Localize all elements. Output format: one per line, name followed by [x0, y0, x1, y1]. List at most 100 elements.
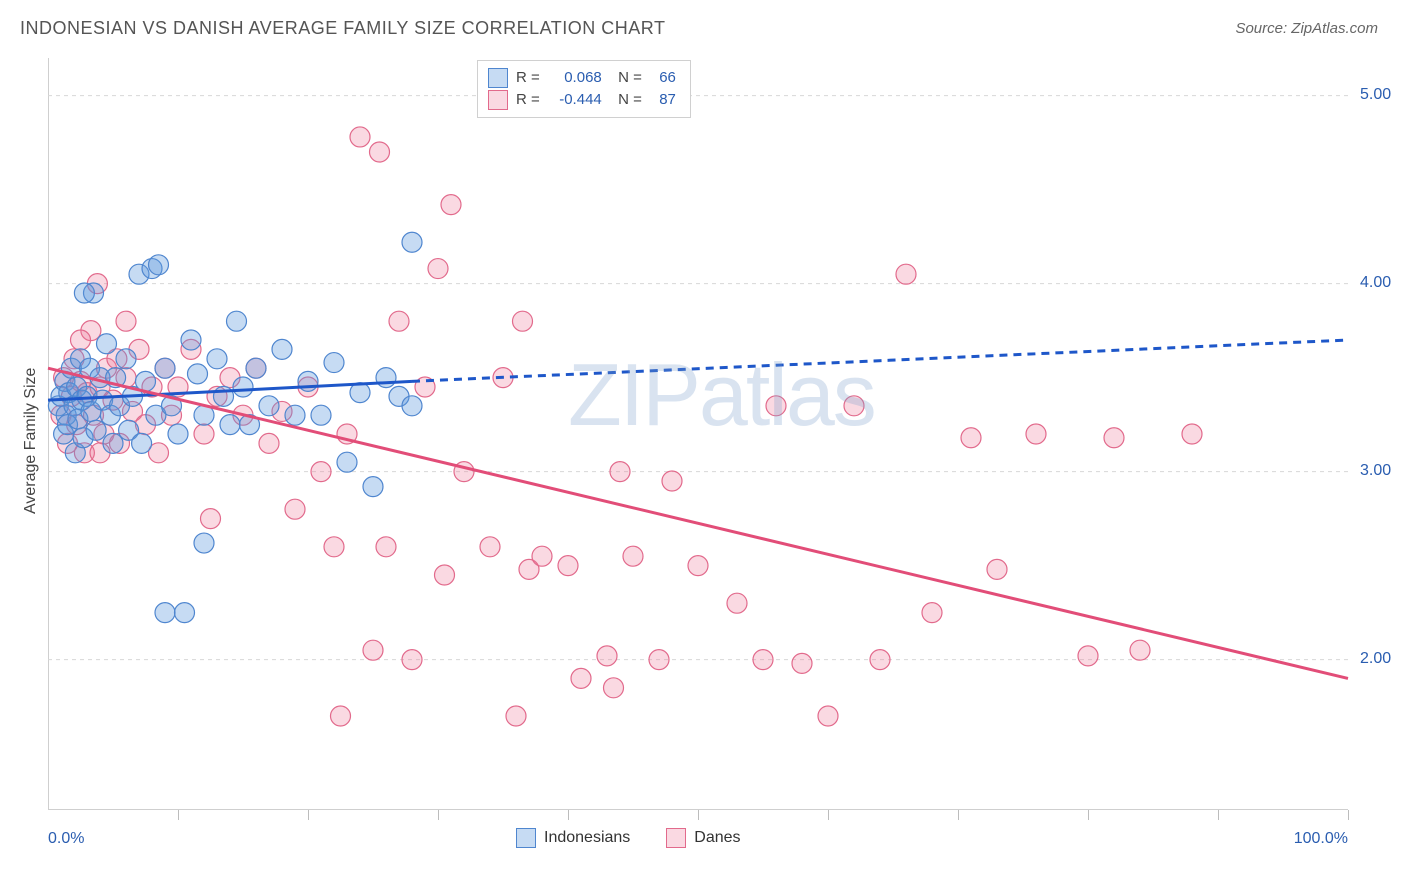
point-series1: [311, 405, 331, 425]
point-series1: [259, 396, 279, 416]
point-series1: [181, 330, 201, 350]
chart-source: Source: ZipAtlas.com: [1235, 20, 1378, 37]
stat-n-series1: 66: [650, 67, 676, 89]
point-series1: [285, 405, 305, 425]
point-series1: [233, 377, 253, 397]
point-series2: [610, 462, 630, 482]
point-series2: [1078, 646, 1098, 666]
point-series2: [402, 650, 422, 670]
x-min-label: 0.0%: [48, 830, 84, 848]
point-series2: [1026, 424, 1046, 444]
point-series2: [987, 559, 1007, 579]
point-series2: [818, 706, 838, 726]
legend-label: Indonesians: [544, 829, 630, 847]
x-max-label: 100.0%: [1294, 830, 1348, 848]
point-series1: [194, 533, 214, 553]
point-series2: [1104, 428, 1124, 448]
point-series1: [132, 433, 152, 453]
point-series2: [376, 537, 396, 557]
y-tick-label: 4.00: [1360, 274, 1391, 292]
point-series2: [727, 593, 747, 613]
stats-row-1: R = 0.068 N = 66: [488, 67, 676, 89]
point-series1: [337, 452, 357, 472]
point-series2: [194, 424, 214, 444]
x-tick: [1218, 810, 1219, 820]
point-series2: [285, 499, 305, 519]
point-series1: [207, 349, 227, 369]
point-series2: [558, 556, 578, 576]
point-series1: [246, 358, 266, 378]
point-series1: [86, 420, 106, 440]
x-tick: [958, 810, 959, 820]
point-series2: [363, 640, 383, 660]
point-series2: [513, 311, 533, 331]
y-tick-label: 2.00: [1360, 650, 1391, 668]
stat-r-series1: 0.068: [548, 67, 602, 89]
x-tick: [828, 810, 829, 820]
y-tick-label: 5.00: [1360, 86, 1391, 104]
point-series1: [175, 603, 195, 623]
legend-item-1: Danes: [666, 828, 740, 848]
point-series2: [389, 311, 409, 331]
point-series2: [71, 330, 91, 350]
point-series2: [649, 650, 669, 670]
point-series2: [370, 142, 390, 162]
legend-swatch: [516, 828, 536, 848]
point-series1: [155, 358, 175, 378]
point-series2: [259, 433, 279, 453]
point-series1: [220, 415, 240, 435]
point-series1: [155, 603, 175, 623]
swatch-series2: [488, 90, 508, 110]
stat-r-series2: -0.444: [548, 89, 602, 111]
point-series1: [149, 255, 169, 275]
point-series1: [168, 424, 188, 444]
swatch-series1: [488, 68, 508, 88]
point-series2: [1182, 424, 1202, 444]
point-series2: [435, 565, 455, 585]
point-series2: [1130, 640, 1150, 660]
watermark-part-b: atlas: [699, 345, 875, 444]
series-legend: Indonesians Danes: [516, 828, 741, 848]
point-series1: [188, 364, 208, 384]
point-series2: [441, 195, 461, 215]
y-axis-title: Average Family Size: [22, 368, 40, 514]
legend-swatch: [666, 828, 686, 848]
x-tick: [1088, 810, 1089, 820]
point-series2: [604, 678, 624, 698]
stats-legend: R = 0.068 N = 66 R = -0.444 N = 87: [477, 60, 691, 118]
point-series1: [402, 232, 422, 252]
x-tick: [568, 810, 569, 820]
stat-label-n: N =: [610, 67, 642, 89]
point-series1: [363, 477, 383, 497]
watermark-part-a: ZIP: [568, 345, 699, 444]
point-series2: [350, 127, 370, 147]
stat-label-r: R =: [516, 67, 540, 89]
point-series2: [870, 650, 890, 670]
point-series2: [116, 311, 136, 331]
point-series2: [480, 537, 500, 557]
trendline-series1-dashed: [412, 340, 1348, 381]
point-series2: [896, 264, 916, 284]
point-series1: [227, 311, 247, 331]
x-tick: [308, 810, 309, 820]
x-tick: [1348, 810, 1349, 820]
legend-label: Danes: [694, 829, 740, 847]
stat-label-n: N =: [610, 89, 642, 111]
point-series1: [376, 368, 396, 388]
point-series2: [753, 650, 773, 670]
point-series1: [402, 396, 422, 416]
point-series1: [74, 283, 94, 303]
point-series2: [662, 471, 682, 491]
point-series2: [532, 546, 552, 566]
y-tick-label: 3.00: [1360, 462, 1391, 480]
point-series1: [116, 349, 136, 369]
watermark: ZIPatlas: [568, 344, 875, 446]
point-series2: [571, 668, 591, 688]
point-series2: [792, 653, 812, 673]
x-tick: [698, 810, 699, 820]
point-series2: [961, 428, 981, 448]
point-series2: [623, 546, 643, 566]
stat-n-series2: 87: [650, 89, 676, 111]
stat-label-r: R =: [516, 89, 540, 111]
point-series2: [311, 462, 331, 482]
